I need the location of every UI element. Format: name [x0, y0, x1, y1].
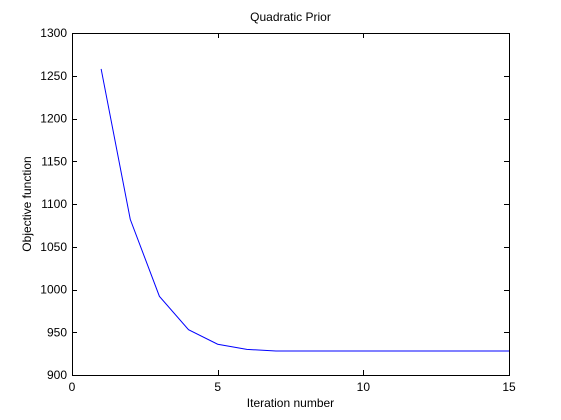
x-axis-title: Iteration number: [247, 396, 334, 410]
x-tick-label: 10: [357, 380, 371, 394]
y-tick-label: 1000: [40, 283, 67, 297]
y-tick-label: 1100: [41, 197, 67, 211]
x-tick-label: 0: [69, 380, 76, 394]
series-line-1: [100, 68, 509, 352]
y-tick-label: 1050: [40, 240, 67, 254]
y-tick-label: 900: [47, 368, 67, 382]
y-tick-label: 1300: [40, 26, 67, 40]
x-tick-label: 15: [502, 380, 516, 394]
plot-area: [72, 33, 509, 375]
chart-title: Quadratic Prior: [250, 10, 331, 24]
y-axis-ticks: 900 950 1000 1050 1100 1150 1200 1250 1300: [40, 26, 509, 382]
y-tick-label: 1200: [40, 112, 67, 126]
x-axis-ticks: 0 5 10 15: [69, 33, 516, 394]
series-layer: [100, 68, 509, 352]
y-tick-label: 1250: [40, 69, 67, 83]
x-tick-label: 5: [214, 380, 221, 394]
y-axis-title: Objective function: [20, 156, 34, 251]
y-tick-label: 1150: [41, 154, 67, 168]
y-tick-label: 950: [47, 325, 67, 339]
